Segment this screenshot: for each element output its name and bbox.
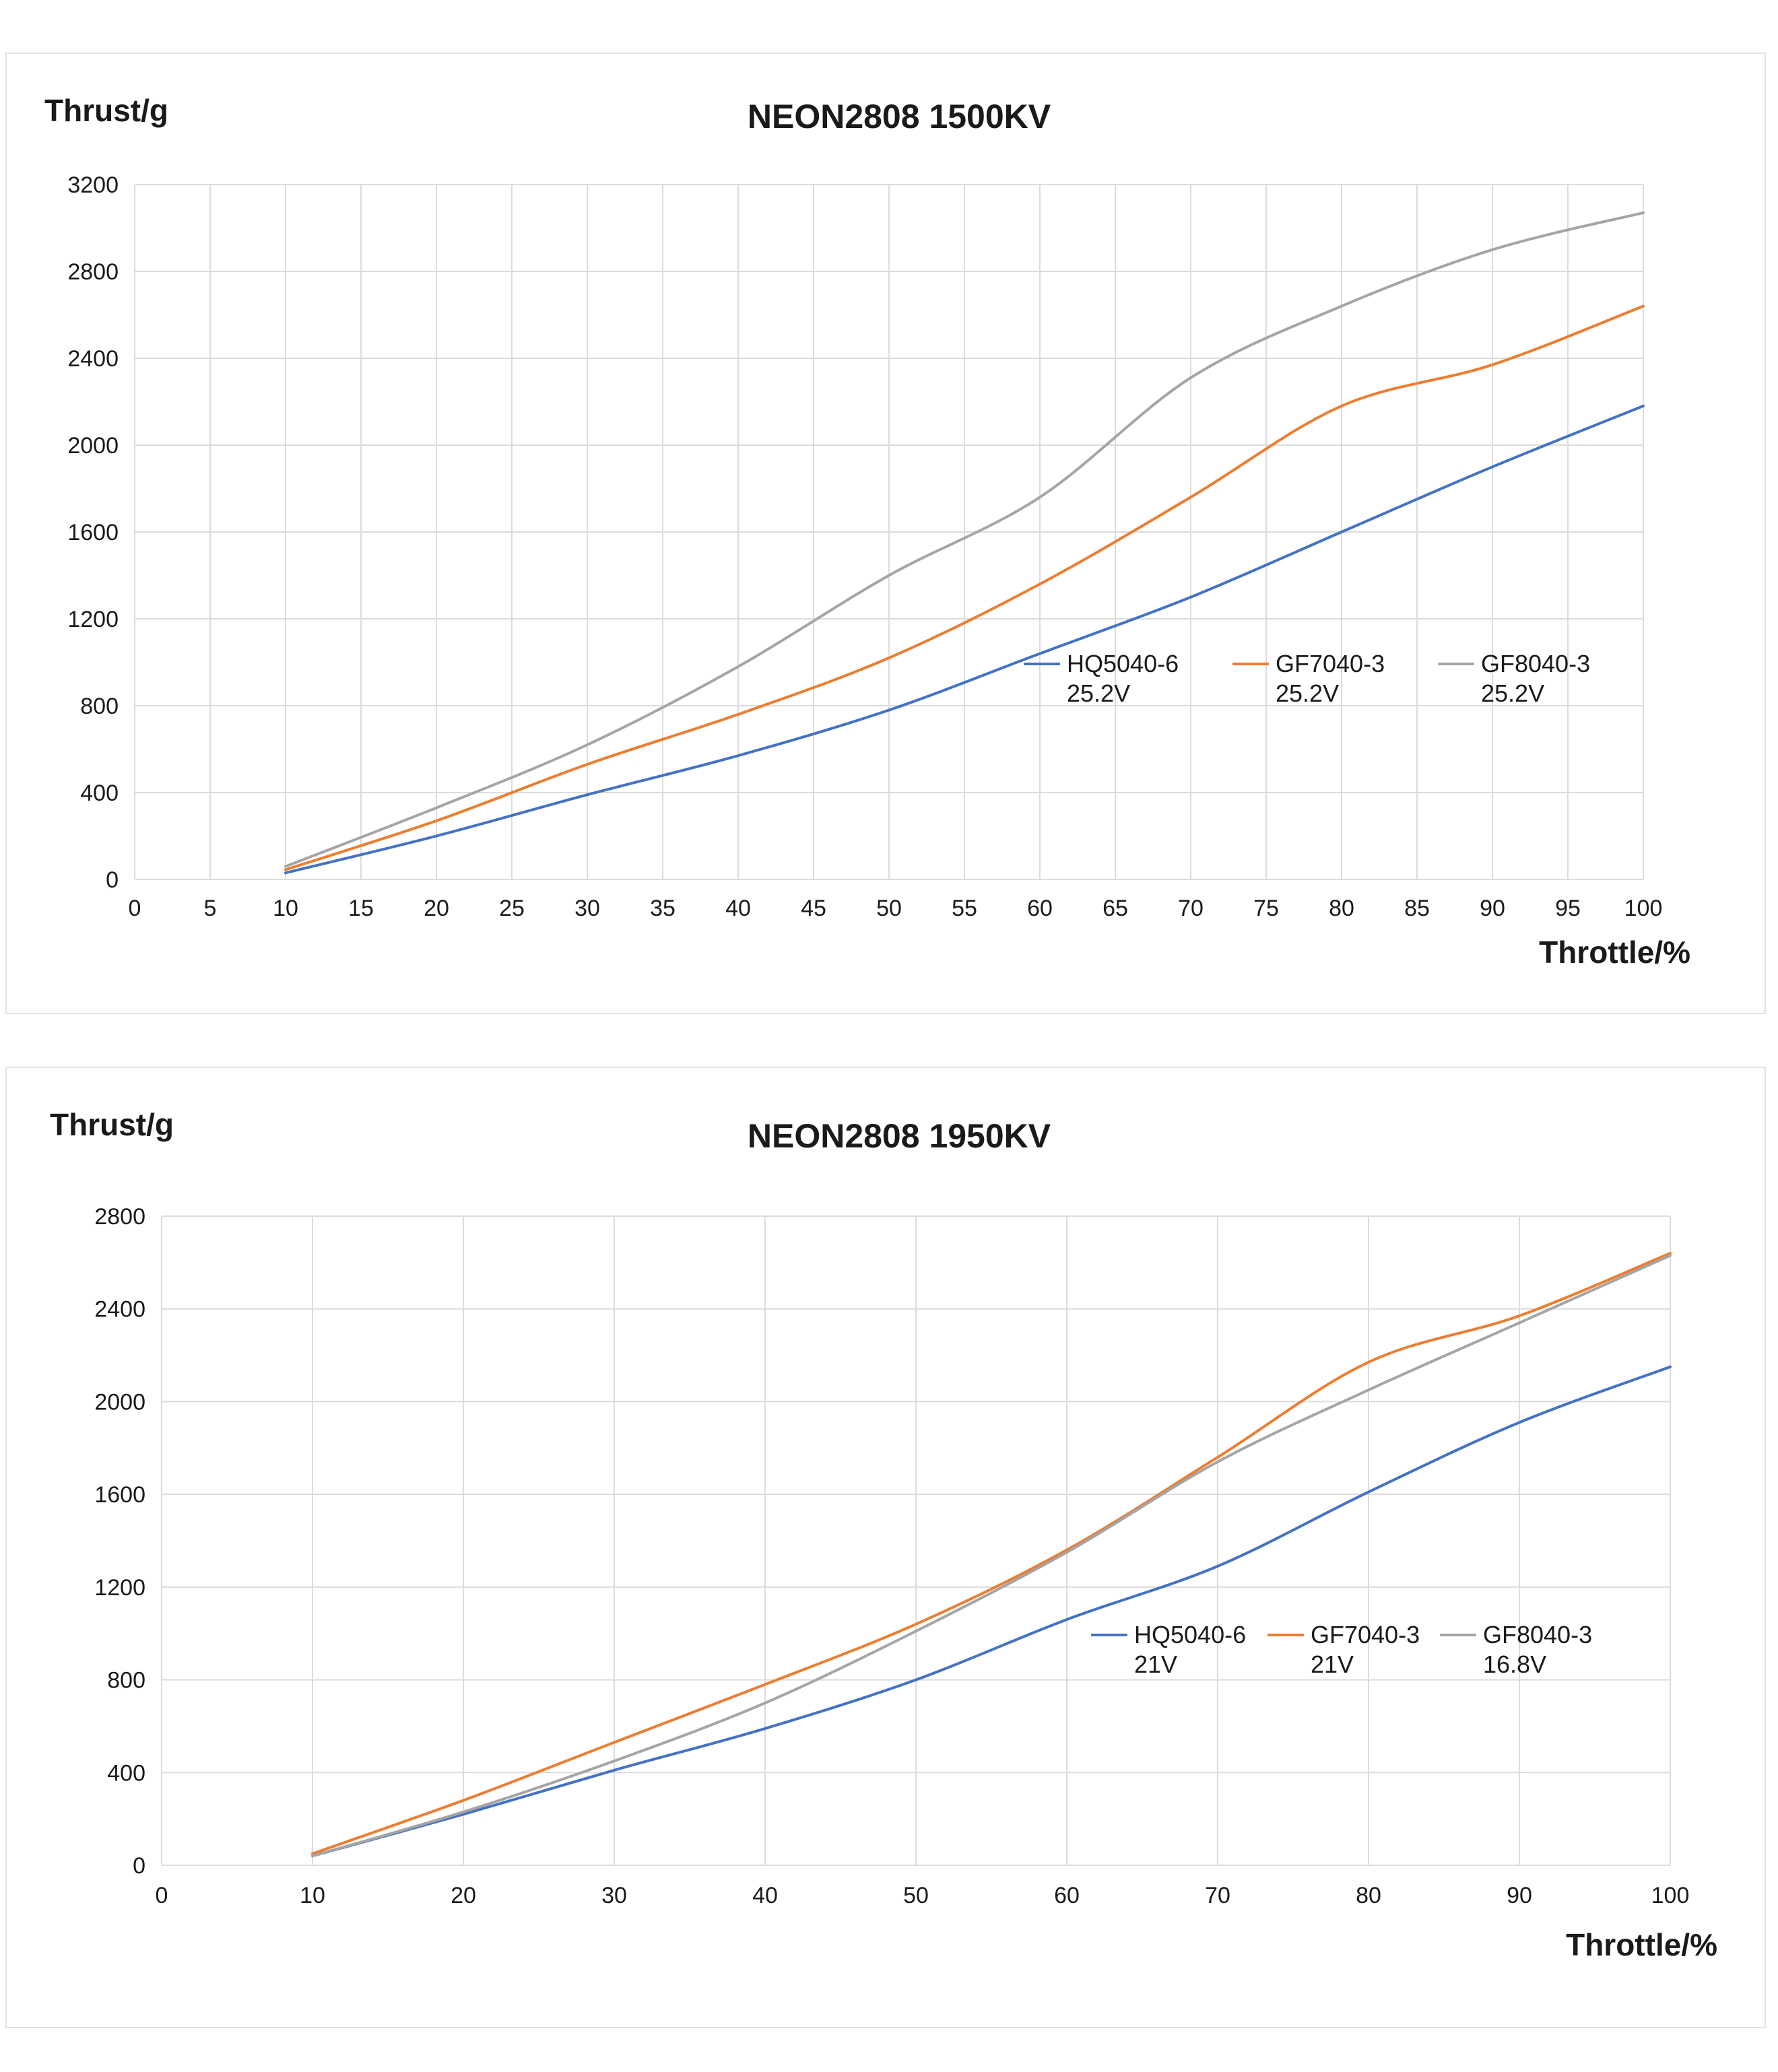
y-tick-label: 1600 bbox=[94, 1482, 145, 1508]
y-tick-label: 400 bbox=[80, 780, 119, 806]
x-tick-label: 70 bbox=[1205, 1883, 1230, 1908]
x-tick-label: 45 bbox=[801, 896, 826, 921]
x-axis-title: Throttle/% bbox=[1566, 1927, 1717, 1962]
x-tick-label: 60 bbox=[1027, 896, 1053, 921]
y-tick-label: 400 bbox=[107, 1760, 145, 1786]
x-tick-label: 10 bbox=[300, 1883, 325, 1908]
legend-label: GF8040-3 bbox=[1481, 650, 1590, 677]
x-tick-label: 20 bbox=[424, 896, 449, 921]
x-tick-label: 65 bbox=[1102, 896, 1128, 921]
legend-sublabel: 25.2V bbox=[1067, 679, 1130, 707]
x-tick-label: 75 bbox=[1253, 896, 1279, 921]
x-tick-label: 50 bbox=[876, 896, 902, 921]
y-tick-label: 2000 bbox=[94, 1389, 145, 1415]
series-line-gf8040-3 bbox=[284, 211, 1645, 868]
x-tick-label: 10 bbox=[273, 896, 298, 921]
y-tick-label: 0 bbox=[106, 867, 119, 893]
x-tick-label: 35 bbox=[650, 896, 676, 921]
y-tick-label: 2400 bbox=[67, 346, 119, 372]
y-tick-label: 800 bbox=[107, 1668, 145, 1694]
series-line-gf7040-3 bbox=[311, 1252, 1672, 1855]
x-tick-label: 0 bbox=[156, 1883, 168, 1908]
series-line-gf7040-3 bbox=[284, 304, 1645, 871]
x-axis-title: Throttle/% bbox=[1539, 935, 1690, 970]
y-tick-label: 2400 bbox=[94, 1297, 145, 1323]
thrust-chart-1500kv: 0 400 800 1200 1600 2000 2400 2800 3200 0 5 10 15 20 2… bbox=[44, 93, 1690, 970]
y-tick-label: 800 bbox=[80, 694, 119, 719]
x-tick-label: 30 bbox=[574, 896, 600, 921]
x-tick-label: 50 bbox=[903, 1883, 929, 1908]
x-tick-label: 90 bbox=[1507, 1883, 1532, 1908]
legend-sublabel: 21V bbox=[1311, 1650, 1354, 1678]
x-tick-label: 5 bbox=[204, 896, 217, 921]
y-axis-title: Thrust/g bbox=[44, 93, 168, 128]
legend-sublabel: 25.2V bbox=[1276, 679, 1339, 707]
x-tick-label: 55 bbox=[952, 896, 977, 921]
x-tick-label: 80 bbox=[1356, 1883, 1381, 1908]
x-tick-label: 30 bbox=[601, 1883, 627, 1908]
thrust-chart-1950kv: 0 400 800 1200 1600 2000 2400 2800 0 10 20 30 40 50 60… bbox=[50, 1107, 1717, 1962]
chart-title: NEON2808 1500KV bbox=[748, 98, 1051, 135]
x-tick-label: 60 bbox=[1054, 1883, 1080, 1908]
legend-label: GF8040-3 bbox=[1483, 1621, 1592, 1648]
legend-label: HQ5040-6 bbox=[1067, 650, 1179, 677]
legend-entry: GF7040-325.2V bbox=[1232, 650, 1385, 707]
x-tick-label: 15 bbox=[348, 896, 374, 921]
gridlines bbox=[161, 1215, 1671, 1866]
x-tick-label: 20 bbox=[451, 1883, 476, 1908]
legend-label: GF7040-3 bbox=[1311, 1621, 1420, 1648]
legend-sublabel: 25.2V bbox=[1481, 679, 1544, 707]
chart-panel-1950kv: 0 400 800 1200 1600 2000 2400 2800 0 10 20 30 40 50 60… bbox=[5, 1067, 1766, 2028]
y-tick-label: 2800 bbox=[94, 1204, 145, 1230]
x-tick-label: 40 bbox=[752, 1883, 778, 1908]
series-line-gf8040-3 bbox=[311, 1254, 1672, 1858]
chart-panel-1500kv: 0 400 800 1200 1600 2000 2400 2800 3200 0 5 10 15 20 2… bbox=[5, 53, 1766, 1014]
y-axis-title: Thrust/g bbox=[50, 1107, 174, 1142]
y-tick-label: 1600 bbox=[67, 520, 119, 545]
y-tick-label: 1200 bbox=[94, 1575, 145, 1601]
legend-entry: GF8040-316.8V bbox=[1440, 1621, 1592, 1678]
x-tick-label: 0 bbox=[129, 896, 141, 921]
gridlines bbox=[134, 184, 1644, 880]
legend-sublabel: 16.8V bbox=[1483, 1650, 1546, 1678]
legend-entry: GF8040-325.2V bbox=[1438, 650, 1590, 707]
x-tick-label: 40 bbox=[725, 896, 751, 921]
series-line-hq5040-6 bbox=[311, 1365, 1672, 1858]
legend-entry: HQ5040-625.2V bbox=[1024, 650, 1179, 707]
y-tick-label: 3200 bbox=[67, 172, 119, 198]
x-tick-label: 80 bbox=[1329, 896, 1354, 921]
x-tick-label: 70 bbox=[1178, 896, 1204, 921]
chart-title: NEON2808 1950KV bbox=[748, 1117, 1051, 1155]
x-tick-label: 25 bbox=[499, 896, 525, 921]
x-tick-label: 95 bbox=[1555, 896, 1581, 921]
y-tick-label: 0 bbox=[133, 1853, 145, 1879]
y-tick-label: 2800 bbox=[67, 259, 119, 285]
x-tick-label: 85 bbox=[1404, 896, 1430, 921]
x-tick-label: 100 bbox=[1651, 1883, 1690, 1908]
x-tick-label: 90 bbox=[1480, 896, 1505, 921]
y-tick-label: 1200 bbox=[67, 607, 119, 632]
series-line-hq5040-6 bbox=[284, 404, 1645, 875]
legend-label: GF7040-3 bbox=[1276, 650, 1385, 677]
x-tick-label: 100 bbox=[1624, 896, 1663, 921]
legend-label: HQ5040-6 bbox=[1134, 1621, 1246, 1648]
legend-sublabel: 21V bbox=[1134, 1650, 1177, 1678]
y-tick-label: 2000 bbox=[67, 433, 119, 459]
